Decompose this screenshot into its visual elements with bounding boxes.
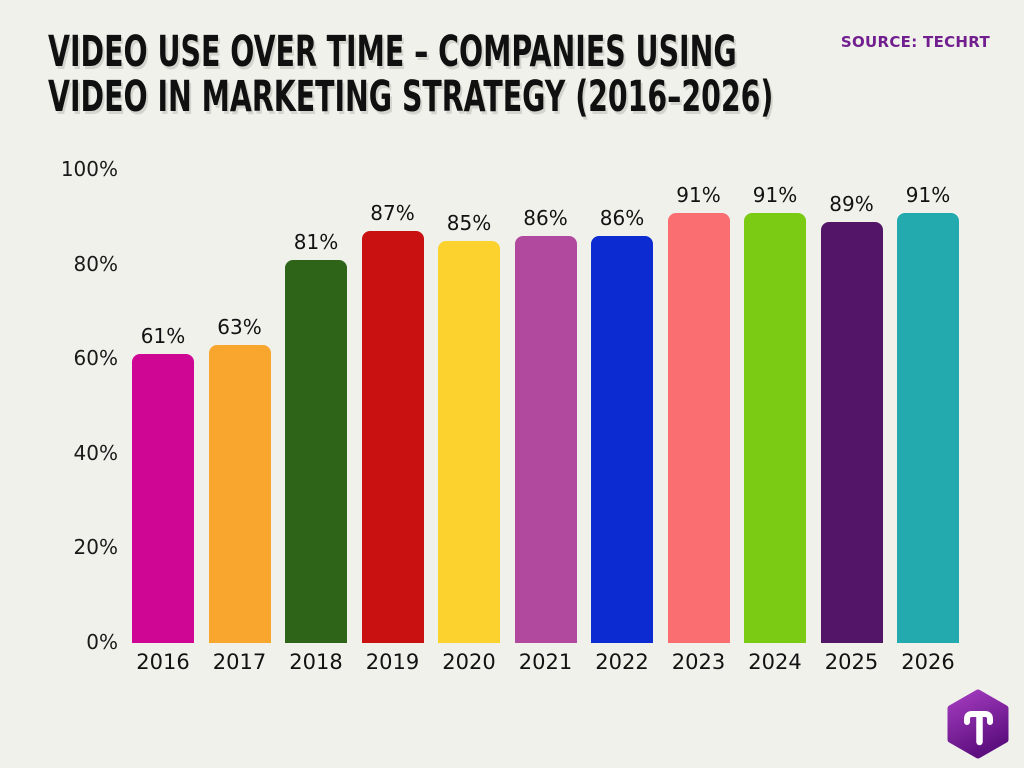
page-title-line-2: VIDEO IN MARKETING STRATEGY (2016–2026) bbox=[48, 72, 774, 122]
bar-2025 bbox=[820, 222, 883, 643]
x-axis-tick: 2018 bbox=[289, 650, 343, 674]
techrt-logo bbox=[946, 689, 1010, 759]
x-axis-tick: 2022 bbox=[595, 650, 649, 674]
y-axis-tick: 40% bbox=[73, 440, 118, 465]
y-axis-tick: 80% bbox=[73, 251, 118, 276]
bar-value-label: 91% bbox=[905, 182, 951, 207]
bar-value-label: 81% bbox=[293, 229, 339, 254]
x-axis-tick: 2016 bbox=[136, 650, 190, 674]
bar-2026 bbox=[897, 212, 959, 643]
bar-value-label: 61% bbox=[140, 324, 186, 349]
bar-value-label: 63% bbox=[217, 315, 262, 339]
page-title: VIDEO USE OVER TIME – COMPANIES USING VI… bbox=[48, 30, 774, 120]
bar-value-label: 86% bbox=[599, 206, 645, 231]
bar-value-label: 87% bbox=[370, 201, 415, 226]
bar-value-label: 91% bbox=[676, 182, 721, 207]
bar-value-label: 89% bbox=[829, 192, 874, 217]
hexagon-t-icon bbox=[947, 689, 1009, 759]
bar-2017 bbox=[208, 345, 271, 643]
source-attribution: SOURCE: TECHRT bbox=[840, 33, 990, 51]
bar-2018 bbox=[285, 259, 347, 643]
y-axis-tick: 100% bbox=[60, 157, 118, 181]
x-axis-tick: 2025 bbox=[824, 650, 879, 674]
x-axis-tick: 2017 bbox=[212, 650, 267, 674]
bar-value-label: 85% bbox=[446, 210, 492, 235]
x-axis-tick: 2026 bbox=[901, 650, 955, 674]
x-axis-tick: 2020 bbox=[442, 650, 496, 674]
x-axis-tick: 2024 bbox=[748, 650, 802, 674]
bar-2019 bbox=[361, 231, 424, 643]
y-axis-tick: 0% bbox=[86, 630, 118, 654]
bar-2020 bbox=[438, 240, 500, 643]
y-axis-tick: 60% bbox=[73, 346, 118, 371]
bar-2021 bbox=[514, 236, 577, 643]
x-axis-tick: 2019 bbox=[365, 650, 420, 674]
bar-value-label: 91% bbox=[752, 182, 798, 207]
bar-value-label: 86% bbox=[523, 206, 568, 231]
x-axis-tick: 2023 bbox=[671, 650, 726, 674]
y-axis-tick: 20% bbox=[73, 535, 118, 560]
bar-2023 bbox=[667, 212, 730, 643]
bar-2024 bbox=[744, 212, 806, 643]
bar-2022 bbox=[591, 236, 653, 643]
page-title-line-1: VIDEO USE OVER TIME – COMPANIES USING bbox=[48, 27, 737, 77]
x-axis-tick: 2021 bbox=[518, 650, 573, 674]
bar-2016 bbox=[132, 354, 194, 643]
